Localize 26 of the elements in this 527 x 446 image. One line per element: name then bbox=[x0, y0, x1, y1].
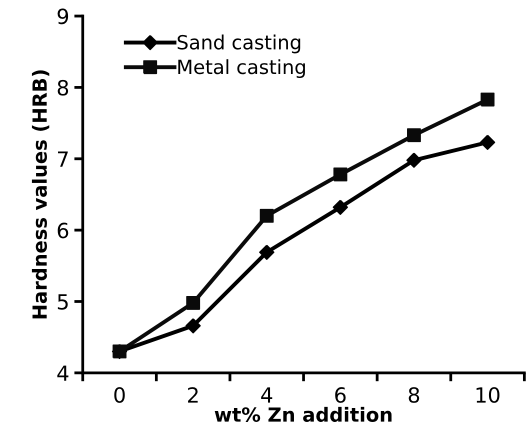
point bbox=[407, 128, 421, 142]
x-axis-title: wt% Zn addition bbox=[214, 406, 392, 422]
x-tick-label: 8 bbox=[408, 387, 420, 403]
x-tick-label: 4 bbox=[261, 387, 272, 403]
legend-label: Sand casting bbox=[178, 34, 300, 54]
point bbox=[406, 152, 422, 168]
x-tick-label: 0 bbox=[114, 387, 125, 403]
x-tick-label: 2 bbox=[188, 387, 198, 403]
y-tick-label: 5 bbox=[58, 294, 68, 310]
point bbox=[186, 296, 200, 310]
point bbox=[186, 318, 201, 334]
y-tick-label: 8 bbox=[58, 80, 68, 96]
point bbox=[333, 168, 348, 182]
point bbox=[480, 134, 496, 150]
point bbox=[332, 200, 348, 215]
y-tick-label: 6 bbox=[58, 222, 68, 238]
y-tick-label: 7 bbox=[58, 152, 68, 167]
y-tick-label: 4 bbox=[57, 366, 68, 381]
point bbox=[259, 244, 274, 260]
y-axis-title: Hardness values (HRB) bbox=[32, 70, 50, 318]
x-tick-label: 10 bbox=[476, 387, 500, 403]
y-tick-label: 9 bbox=[58, 8, 68, 24]
legend-label: Metal casting bbox=[178, 59, 305, 78]
point bbox=[480, 92, 495, 106]
point bbox=[260, 208, 274, 223]
x-tick-label: 6 bbox=[335, 387, 346, 403]
